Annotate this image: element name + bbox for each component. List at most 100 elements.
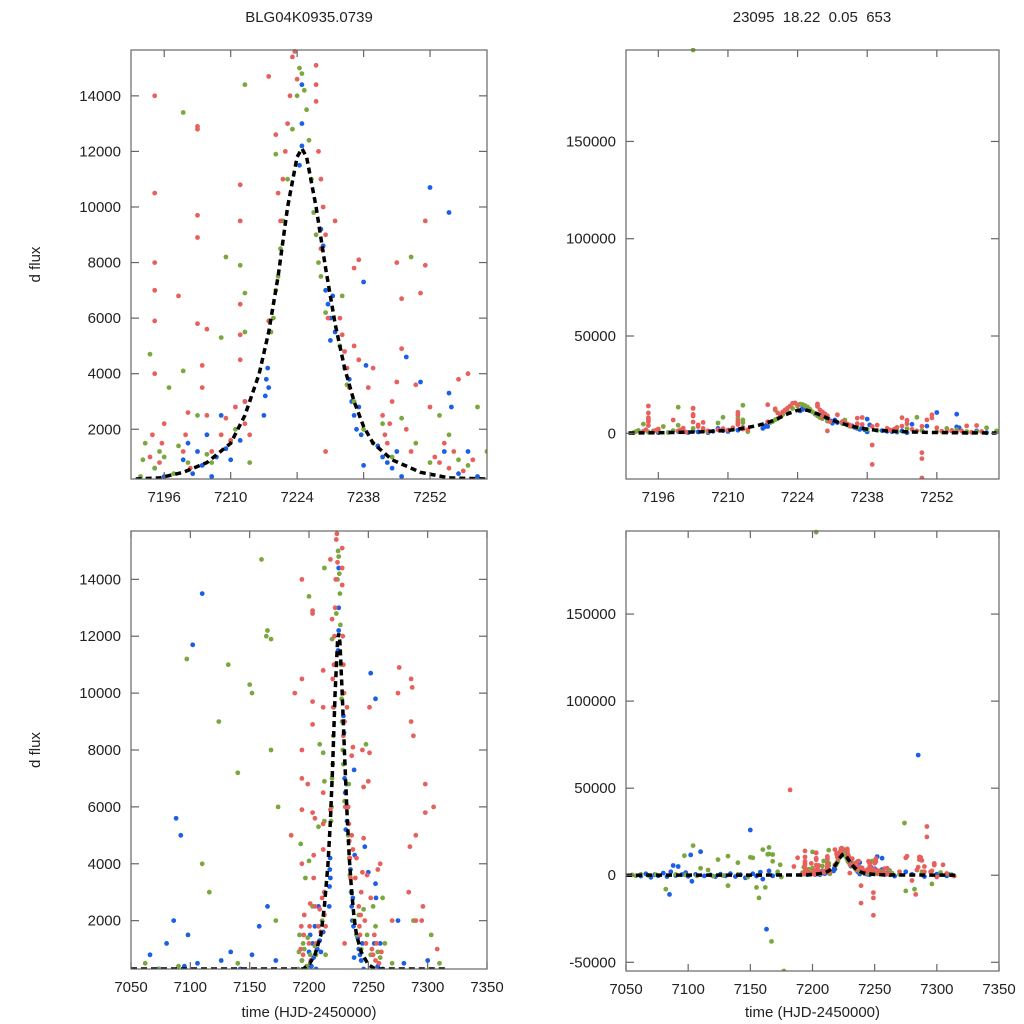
y-tick-label: 12000: [79, 143, 121, 160]
data-point-red: [310, 810, 315, 815]
data-point-green: [329, 776, 335, 781]
data-point-red: [339, 332, 345, 338]
data-point-red: [915, 864, 921, 870]
data-point-green: [437, 960, 442, 966]
data-point-red: [690, 406, 696, 411]
x-tick-label: 7100: [174, 979, 207, 996]
data-point-red: [280, 176, 286, 182]
data-point-blue: [465, 449, 471, 454]
y-tick-label: -50000: [569, 954, 616, 971]
data-point-red: [320, 847, 326, 852]
data-point-blue: [394, 449, 400, 454]
data-point-blue: [299, 143, 305, 149]
data-point-blue: [766, 868, 772, 874]
data-point-red: [825, 856, 830, 862]
data-point-green: [380, 421, 385, 427]
data-point-blue: [336, 628, 342, 633]
data-point-red: [320, 704, 326, 710]
data-point-red: [349, 832, 355, 838]
data-point-red: [406, 889, 412, 895]
data-point-red: [152, 190, 158, 196]
data-point-green: [225, 662, 231, 668]
data-point-blue: [670, 863, 676, 868]
data-point-blue: [449, 404, 454, 410]
data-point-green: [338, 622, 343, 628]
data-point-blue: [218, 413, 224, 418]
data-point-red: [288, 832, 294, 838]
data-point-red: [944, 871, 950, 876]
data-point-red: [394, 379, 400, 385]
data-point-red: [310, 722, 315, 727]
y-axis-label: d flux: [27, 732, 44, 768]
data-point-red: [335, 559, 340, 565]
data-point-green: [377, 955, 383, 960]
data-point-red: [320, 204, 326, 210]
data-point-green: [180, 368, 186, 374]
data-point-red: [899, 415, 905, 421]
data-point-green: [705, 867, 711, 873]
data-point-red: [312, 815, 318, 821]
data-point-green: [147, 351, 153, 357]
data-point-red: [247, 432, 253, 438]
data-point-green: [199, 861, 205, 867]
data-point-red: [655, 426, 661, 432]
data-point-red: [320, 790, 326, 796]
data-point-red: [470, 457, 476, 463]
panel-top-right: 7196 7210 7224 7238 7252 0 50000 100000 150000: [566, 48, 1000, 506]
data-point-green: [663, 886, 669, 892]
data-point-red: [839, 847, 845, 853]
data-point-blue: [373, 881, 378, 887]
data-point-green: [902, 820, 907, 826]
data-point-red: [382, 432, 388, 438]
data-point-green: [373, 923, 378, 929]
data-point-red: [374, 941, 379, 946]
data-point-red: [919, 475, 925, 479]
x-tick-label: 7238: [851, 489, 884, 506]
x-tick-label: 7250: [352, 979, 385, 996]
data-point-red: [368, 895, 374, 901]
data-point-green: [984, 425, 989, 431]
data-point-green: [337, 591, 343, 596]
data-point-blue: [327, 884, 332, 889]
data-point-red: [772, 406, 778, 412]
data-point-red: [929, 412, 935, 418]
data-point-blue: [675, 864, 681, 869]
data-point-green: [762, 885, 768, 890]
data-point-red: [389, 918, 395, 923]
data-point-red: [360, 747, 365, 753]
data-point-red: [871, 890, 876, 895]
data-point-blue: [360, 941, 365, 946]
data-point-red: [351, 343, 357, 349]
data-point-green: [273, 151, 279, 157]
data-point-green: [820, 863, 825, 869]
y-tick-label: 2000: [88, 913, 121, 930]
data-point-red: [816, 863, 822, 868]
data-point-blue: [864, 416, 870, 422]
data-point-red: [199, 363, 205, 368]
data-point-red: [352, 875, 358, 881]
data-point-red: [328, 807, 333, 813]
data-point-green: [303, 875, 308, 881]
data-point-red: [802, 854, 808, 860]
data-point-red: [147, 454, 153, 460]
data-point-green: [363, 741, 369, 747]
data-point-red: [646, 410, 651, 416]
data-point-blue: [328, 338, 333, 343]
data-point-red: [874, 422, 880, 428]
data-point-green: [339, 293, 345, 299]
data-point-red: [367, 704, 372, 710]
data-point-blue: [660, 870, 666, 876]
data-point-red: [646, 403, 651, 409]
y-tick-label: 8000: [88, 742, 121, 759]
data-point-red: [389, 399, 395, 404]
data-point-green: [810, 849, 815, 855]
data-point-blue: [349, 904, 355, 909]
data-point-blue: [909, 421, 915, 427]
data-point-red: [974, 423, 979, 428]
data-point-green: [249, 690, 255, 696]
data-point-green: [209, 460, 215, 465]
data-point-red: [884, 865, 890, 871]
data-point-blue: [924, 423, 930, 429]
data-point-red: [904, 421, 910, 427]
data-point-blue: [698, 849, 703, 855]
